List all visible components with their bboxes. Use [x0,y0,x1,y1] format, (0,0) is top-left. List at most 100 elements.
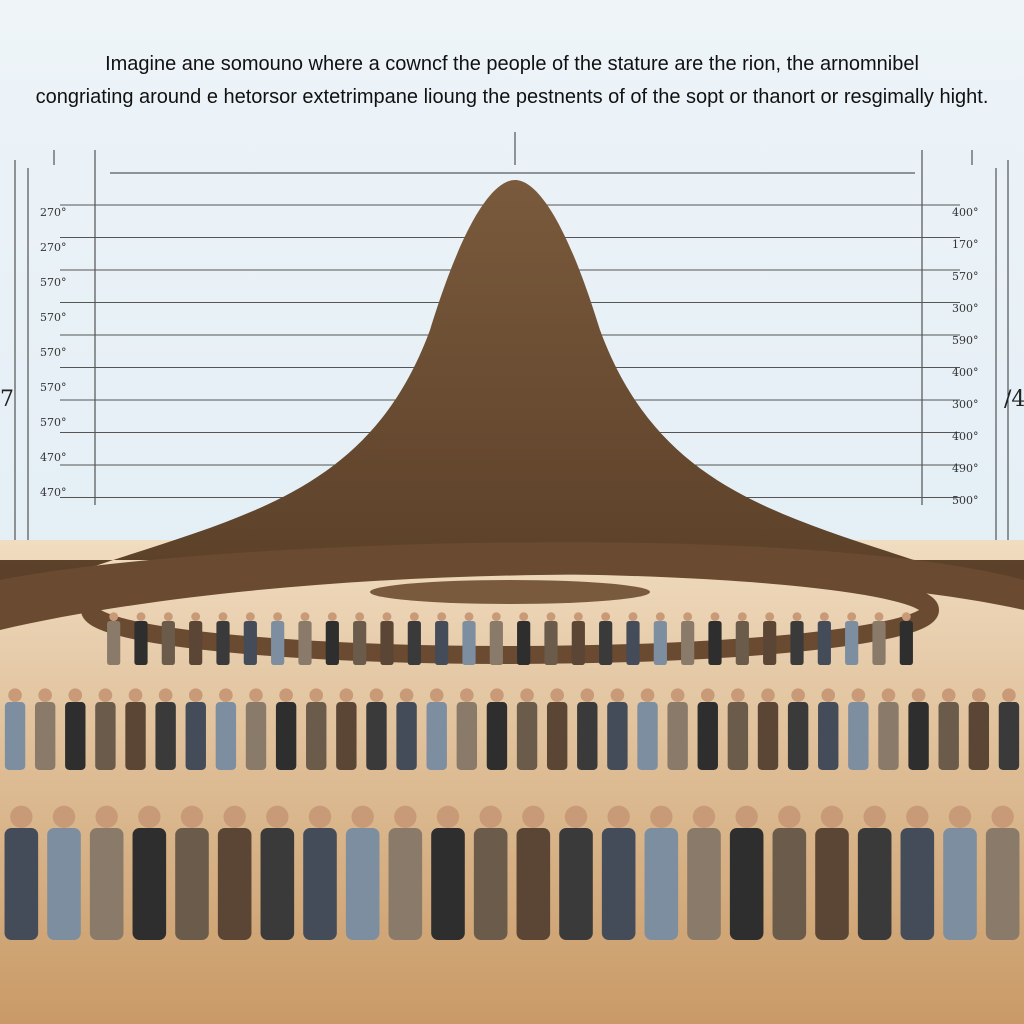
person-head [991,805,1014,828]
person-head [550,688,564,702]
person-body [366,702,387,770]
person-body [380,621,394,665]
person-body [763,621,777,665]
person-body [4,702,26,770]
person-body [396,702,417,770]
tick-label: 400° [952,366,979,379]
person-head [692,805,716,828]
person-head [948,805,972,828]
floor [0,540,1024,1024]
person-head [223,805,246,828]
person-body [325,621,339,665]
person-head [628,612,638,621]
person-head [1002,688,1016,702]
person-body [107,621,121,665]
person-body [336,702,357,770]
person-head [136,612,146,621]
person-head [821,688,836,702]
person-head [128,688,143,702]
person-head [309,688,324,702]
person-body [772,828,807,940]
person-body [353,621,367,665]
person-head [8,688,22,702]
person-body [787,702,809,770]
person-body [175,828,209,940]
person-body [486,702,508,770]
person-head [429,688,444,702]
person-head [191,612,201,621]
person-body [998,702,1020,770]
person-head [972,688,986,702]
person-body [848,702,869,770]
person-body [345,828,380,940]
person-head [279,688,293,702]
person-head [479,805,502,828]
person-body [601,828,636,940]
person-head [731,688,745,702]
tick-label: 590° [952,334,979,347]
person-head [10,805,33,828]
person-body [456,702,478,770]
person-head [906,805,929,828]
person-head [437,612,447,621]
person-body [857,828,892,940]
person-body [34,702,56,770]
person-head [355,612,365,621]
person-head [266,805,289,828]
person-head [273,612,283,621]
tick-label: 270° [40,241,67,254]
person-head [491,612,501,621]
person-head [761,688,775,702]
person-head [851,688,866,702]
people [4,612,1020,940]
person-head [580,688,595,702]
tick-label: 470° [40,486,67,499]
person-head [778,805,801,828]
person-head [460,688,474,702]
person-body [245,702,267,770]
person-head [874,612,884,621]
tick-label: 570° [40,381,67,394]
person-body [431,828,465,940]
person-head [327,612,337,621]
person-head [765,612,775,621]
person-head [520,688,534,702]
crowd-mound [0,180,1024,600]
person-head [339,688,354,702]
person-body [943,828,977,940]
person-head [180,805,204,828]
person-head [640,688,655,702]
person-body [607,702,628,770]
person-head [249,688,263,702]
person-body [667,702,688,770]
person-body [815,828,849,940]
person-head [820,805,844,828]
person-head [710,612,720,621]
tick-label: 300° [952,398,979,411]
tick-label: 170° [952,238,979,251]
person-body [577,702,598,770]
person-head [52,805,76,828]
tick-label: 490° [952,462,979,475]
person-body [298,621,312,665]
person-body [697,702,718,770]
tick-label: 570° [952,270,979,283]
person-body [817,621,831,665]
person-head [95,805,118,828]
person-head [683,612,693,621]
person-head [163,612,173,621]
person-body [708,621,722,665]
person-body [900,828,935,940]
tick-labels: 270° 270° 570° 570° 570° 570° 570° 470° 470° 400°… [40,206,979,507]
inner-crowd [370,580,650,604]
person-head [863,805,886,828]
person-body [516,828,551,940]
person-body [303,828,337,940]
person-body [544,621,558,665]
person-head [700,688,715,702]
person-body [517,621,531,665]
person-body [47,828,81,940]
person-body [546,702,568,770]
person-body [407,621,421,665]
